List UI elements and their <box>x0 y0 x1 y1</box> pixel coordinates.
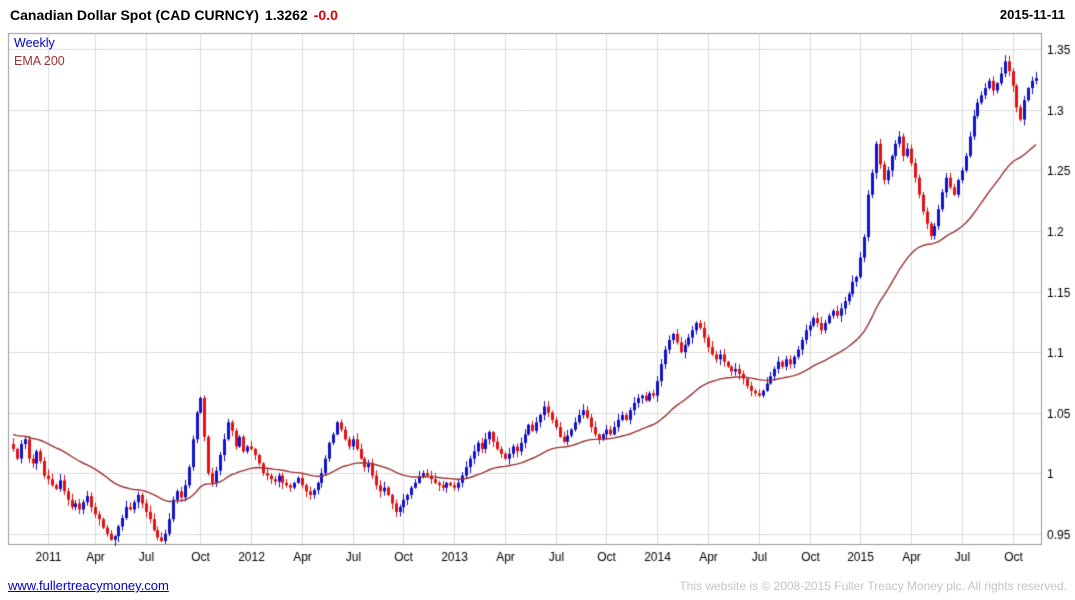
price-chart-canvas <box>0 28 1075 568</box>
page-footer: www.fullertreacymoney.com This website i… <box>0 578 1075 596</box>
price-change: -0.0 <box>313 7 338 23</box>
chart-header: Canadian Dollar Spot (CAD CURNCY) 1.3262-… <box>0 4 1075 28</box>
chart-legend: Weekly EMA 200 <box>14 34 65 70</box>
chart-title: Canadian Dollar Spot (CAD CURNCY) <box>10 7 259 23</box>
chart-date: 2015-11-11 <box>999 7 1065 22</box>
last-price: 1.3262 <box>264 7 308 23</box>
fullertreacymoney-link[interactable]: www.fullertreacymoney.com <box>8 578 169 593</box>
copyright-text: This website is © 2008-2015 Fuller Treac… <box>679 579 1067 593</box>
legend-ema-label: EMA 200 <box>14 54 65 68</box>
legend-weekly-label: Weekly <box>14 36 55 50</box>
chart-title-row: Canadian Dollar Spot (CAD CURNCY) 1.3262-… <box>10 7 338 23</box>
